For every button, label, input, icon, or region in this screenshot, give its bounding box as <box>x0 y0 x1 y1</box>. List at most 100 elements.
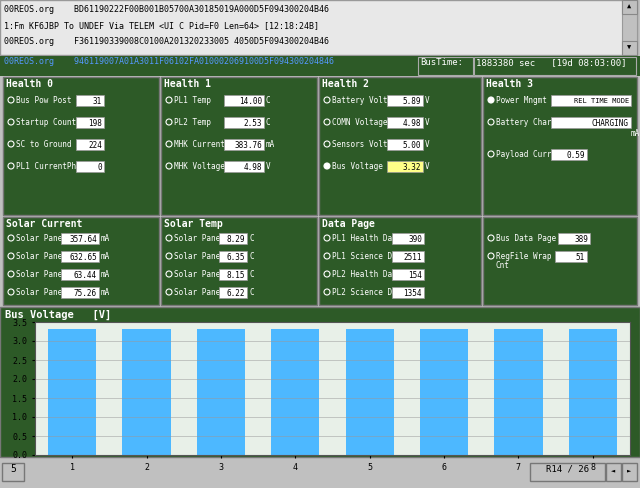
Text: 5.89: 5.89 <box>403 97 421 105</box>
FancyBboxPatch shape <box>387 117 423 128</box>
Text: 00REOS.org    BD61190222F00B001B05700A30185019A000D5F094300204B46: 00REOS.org BD61190222F00B001B05700A30185… <box>4 5 329 14</box>
FancyBboxPatch shape <box>558 233 590 244</box>
Text: 75.26: 75.26 <box>74 288 97 298</box>
Text: 2.53: 2.53 <box>243 119 262 127</box>
Text: Solar Panel 4: Solar Panel 4 <box>174 288 234 297</box>
FancyBboxPatch shape <box>555 251 587 262</box>
FancyBboxPatch shape <box>2 463 24 481</box>
Text: Power Mngmt: Power Mngmt <box>496 96 547 105</box>
Circle shape <box>488 97 494 103</box>
Bar <box>420 329 468 455</box>
FancyBboxPatch shape <box>161 217 317 305</box>
Text: 224: 224 <box>88 141 102 149</box>
Text: ▼: ▼ <box>627 45 631 51</box>
FancyBboxPatch shape <box>61 287 99 298</box>
Text: 31: 31 <box>93 97 102 105</box>
Text: Data Page: Data Page <box>322 219 375 229</box>
Text: PL1 Health Data: PL1 Health Data <box>332 234 401 243</box>
FancyBboxPatch shape <box>387 161 423 172</box>
Text: 4.98: 4.98 <box>243 163 262 171</box>
FancyBboxPatch shape <box>622 0 637 55</box>
FancyBboxPatch shape <box>551 117 631 128</box>
FancyBboxPatch shape <box>418 57 473 75</box>
Text: 154: 154 <box>408 270 422 280</box>
FancyBboxPatch shape <box>61 233 99 244</box>
Text: Solar Panel 1: Solar Panel 1 <box>16 234 76 243</box>
FancyBboxPatch shape <box>319 217 481 305</box>
Text: CHARGING: CHARGING <box>592 119 629 127</box>
FancyBboxPatch shape <box>392 269 424 280</box>
Text: 0: 0 <box>97 163 102 171</box>
FancyBboxPatch shape <box>76 161 104 172</box>
Text: V: V <box>425 162 429 171</box>
Text: 1:Fm KF6JBP To UNDEF Via TELEM <UI C Pid=F0 Len=64> [12:18:24B]: 1:Fm KF6JBP To UNDEF Via TELEM <UI C Pid… <box>4 21 319 30</box>
Text: V: V <box>425 118 429 127</box>
Text: C: C <box>249 270 253 279</box>
FancyBboxPatch shape <box>76 95 104 106</box>
Text: R14 / 26: R14 / 26 <box>547 464 589 473</box>
Text: Bus Voltage   [V]: Bus Voltage [V] <box>5 310 111 320</box>
Text: 14.00: 14.00 <box>239 97 262 105</box>
Text: Bus Pow Post Stat: Bus Pow Post Stat <box>16 96 95 105</box>
Text: Solar Panel 4: Solar Panel 4 <box>16 288 76 297</box>
Text: Battery Voltage: Battery Voltage <box>332 96 401 105</box>
Text: Bus Voltage: Bus Voltage <box>332 162 383 171</box>
Text: Bus Data Page: Bus Data Page <box>496 234 556 243</box>
Text: mA: mA <box>101 270 110 279</box>
Text: 3.32: 3.32 <box>403 163 421 171</box>
Bar <box>48 329 97 455</box>
Text: MHK Voltage: MHK Voltage <box>174 162 225 171</box>
FancyBboxPatch shape <box>622 0 637 14</box>
FancyBboxPatch shape <box>224 117 264 128</box>
FancyBboxPatch shape <box>61 269 99 280</box>
Text: 1883380 sec   [19d 08:03:00]: 1883380 sec [19d 08:03:00] <box>476 58 627 67</box>
Text: C: C <box>266 96 271 105</box>
Text: mA: mA <box>631 129 640 138</box>
FancyBboxPatch shape <box>483 217 637 305</box>
FancyBboxPatch shape <box>606 463 621 481</box>
Text: Health 0: Health 0 <box>6 79 53 89</box>
Text: ◄: ◄ <box>611 467 615 473</box>
Text: Sensors Voltage: Sensors Voltage <box>332 140 401 149</box>
Text: 00REOS.org    F361190339008C0100A201320233005 4050D5F094300204B46: 00REOS.org F361190339008C0100A2013202330… <box>4 37 329 46</box>
Text: Health 2: Health 2 <box>322 79 369 89</box>
Bar <box>494 329 543 455</box>
FancyBboxPatch shape <box>219 287 247 298</box>
Text: Battery Charge: Battery Charge <box>496 118 561 127</box>
Circle shape <box>324 163 330 169</box>
Text: COMN Voltage: COMN Voltage <box>332 118 387 127</box>
Text: 2511: 2511 <box>403 252 422 262</box>
Text: C: C <box>249 288 253 297</box>
Text: 390: 390 <box>408 235 422 244</box>
FancyBboxPatch shape <box>224 139 264 150</box>
Text: Solar Panel 2: Solar Panel 2 <box>16 252 76 261</box>
FancyBboxPatch shape <box>0 0 637 55</box>
Text: SC to Ground ID: SC to Ground ID <box>16 140 85 149</box>
Text: V: V <box>266 162 271 171</box>
Text: PL1 Science Data: PL1 Science Data <box>332 252 406 261</box>
FancyBboxPatch shape <box>387 139 423 150</box>
FancyBboxPatch shape <box>224 95 264 106</box>
FancyBboxPatch shape <box>0 460 640 488</box>
Text: 632.65: 632.65 <box>69 252 97 262</box>
FancyBboxPatch shape <box>0 56 640 76</box>
Text: Solar Panel 3: Solar Panel 3 <box>16 270 76 279</box>
FancyBboxPatch shape <box>551 95 631 106</box>
FancyBboxPatch shape <box>622 463 637 481</box>
Text: 51: 51 <box>576 252 585 262</box>
Text: mA: mA <box>266 140 275 149</box>
FancyBboxPatch shape <box>530 463 605 481</box>
Text: 383.76: 383.76 <box>234 141 262 149</box>
FancyBboxPatch shape <box>3 77 159 215</box>
Text: 8.29: 8.29 <box>227 235 245 244</box>
Text: 198: 198 <box>88 119 102 127</box>
Bar <box>196 329 245 455</box>
FancyBboxPatch shape <box>76 139 104 150</box>
Text: REL TIME MODE: REL TIME MODE <box>573 98 629 104</box>
Bar <box>122 329 171 455</box>
Text: RegFile Wrap: RegFile Wrap <box>496 252 552 261</box>
FancyBboxPatch shape <box>0 307 640 457</box>
Text: PL1 CurrentPhase: PL1 CurrentPhase <box>16 162 90 171</box>
Text: mA: mA <box>101 252 110 261</box>
Text: Health 3: Health 3 <box>486 79 533 89</box>
